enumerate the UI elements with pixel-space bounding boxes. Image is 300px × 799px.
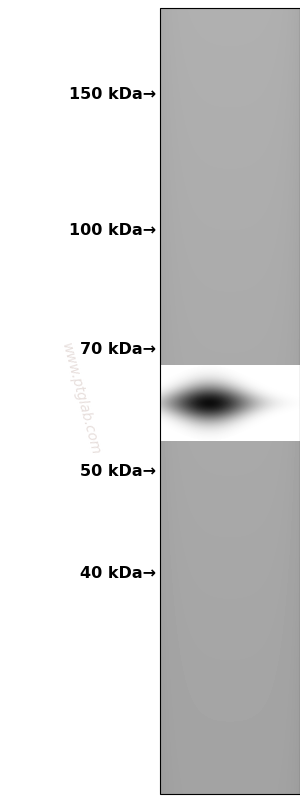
Text: 150 kDa→: 150 kDa→	[69, 87, 156, 101]
Text: 70 kDa→: 70 kDa→	[80, 343, 156, 357]
Text: www.ptglab.com: www.ptglab.com	[59, 342, 103, 457]
Bar	[160, 8, 300, 794]
Text: 100 kDa→: 100 kDa→	[69, 223, 156, 237]
Text: 50 kDa→: 50 kDa→	[80, 464, 156, 479]
Text: 40 kDa→: 40 kDa→	[80, 566, 156, 581]
